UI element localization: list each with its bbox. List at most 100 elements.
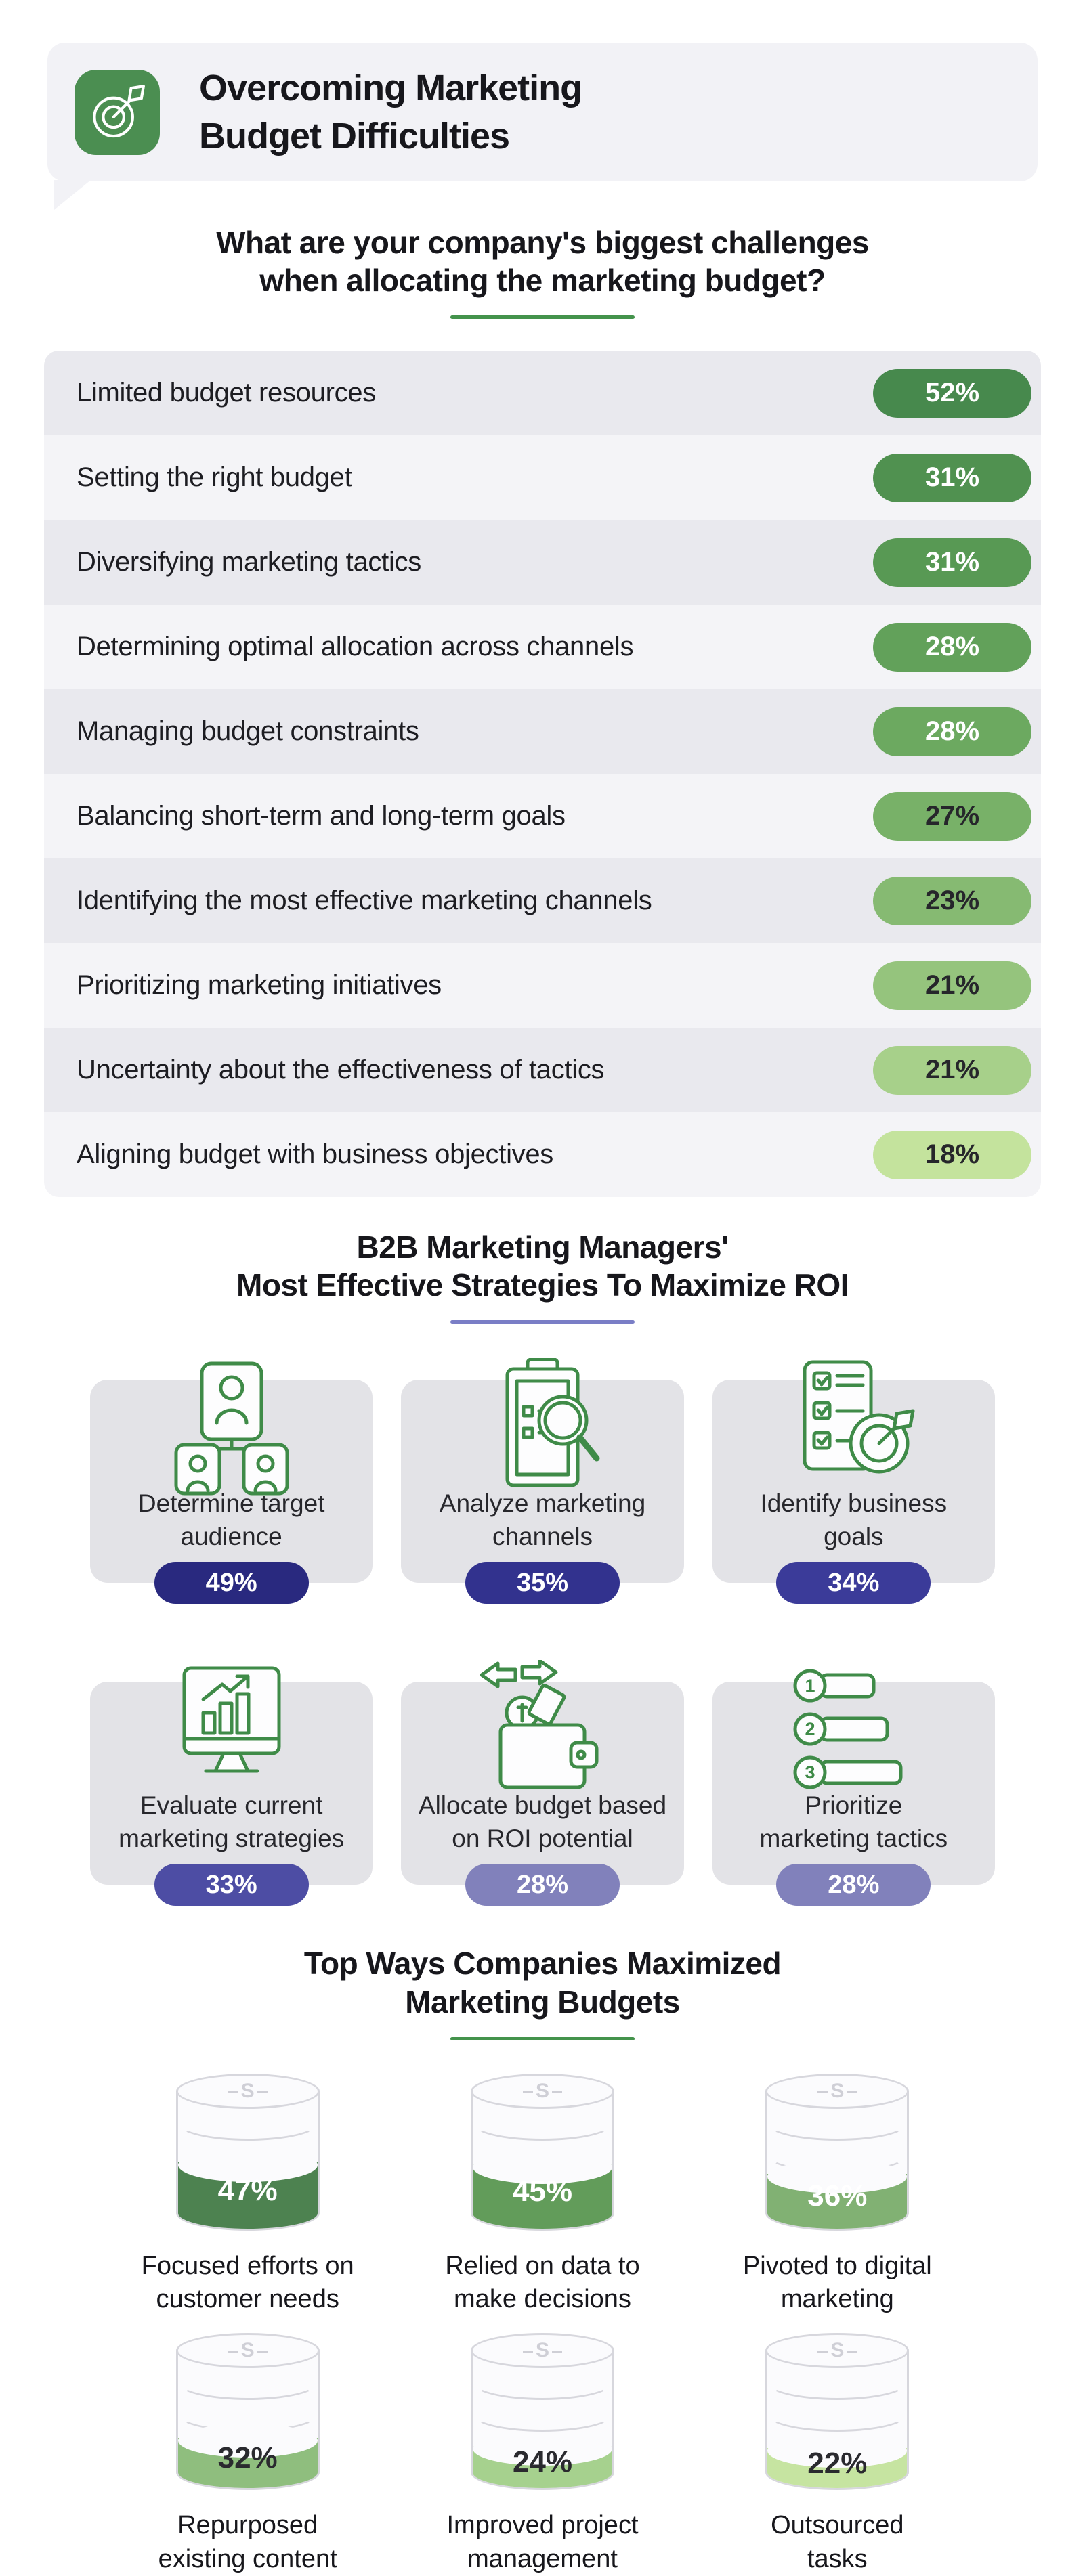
strategies-title-underline [450, 1320, 635, 1324]
target-dart-icon [75, 69, 160, 155]
strategy-value-badge: 35% [465, 1562, 620, 1604]
dollar-icon: S [765, 2333, 910, 2369]
strategies-cards-grid: Determine target audience 49% [90, 1357, 995, 1906]
cylinder-label: Relied on data to make decisions [445, 2251, 640, 2314]
budgets-title-line1: Top Ways Companies Maximized [303, 1946, 782, 1982]
budget-cylinder-unit: S 45% Relied on data to make decisions [445, 2073, 640, 2317]
challenge-row: Identifying the most effective marketing… [44, 858, 1041, 944]
strategy-label: Evaluate current marketing strategies [119, 1791, 345, 1852]
cylinder-label: Focused efforts on customer needs [141, 2251, 354, 2314]
strategy-value-badge: 34% [776, 1562, 931, 1604]
cylinder-value: 22% [807, 2446, 868, 2480]
ranking-123-icon: 1 2 3 [786, 1660, 921, 1802]
strategy-value-badge: 33% [154, 1864, 309, 1906]
wallet-money-icon [475, 1659, 610, 1802]
challenges-section-title: What are your company's biggest challeng… [0, 223, 1085, 299]
challenge-value-pill: 18% [873, 1130, 1031, 1179]
cylinder-value: 36% [807, 2179, 868, 2213]
cylinder-value: 24% [512, 2445, 573, 2479]
header-speech-bubble: Overcoming Marketing Budget Difficulties [47, 43, 1038, 210]
cylinder-label: Pivoted to digital marketing [742, 2251, 932, 2314]
checklist-target-icon [786, 1358, 921, 1500]
dollar-icon: S [175, 2073, 320, 2109]
strategy-card: Evaluate current marketing strategies 33… [90, 1666, 373, 1906]
challenge-value-pill: 21% [873, 961, 1031, 1010]
clipboard-magnifier-icon [475, 1357, 610, 1500]
challenge-label: Identifying the most effective marketing… [77, 886, 652, 916]
strategy-label: Prioritize marketing tactics [759, 1791, 948, 1852]
page-title-line1: Overcoming Marketing [199, 68, 582, 109]
challenge-label: Diversifying marketing tactics [77, 547, 421, 577]
strategy-label: Determine target audience [137, 1489, 325, 1550]
strategy-card: 1 2 3 Prioritize marketing tactics 28% [712, 1669, 995, 1906]
challenge-row: Aligning budget with business objectives… [44, 1112, 1041, 1198]
challenge-value-pill: 27% [873, 791, 1031, 841]
cylinder-label: Improved project management [446, 2511, 639, 2573]
svg-text:3: 3 [805, 1762, 815, 1783]
budgets-title-line2: Marketing Budgets [405, 1984, 680, 2020]
challenge-value-pill: 31% [873, 453, 1031, 502]
budgets-section-title: Top Ways Companies Maximized Marketing B… [0, 1944, 1085, 2020]
challenges-list: Limited budget resources 52% Setting the… [44, 351, 1041, 1198]
money-cylinder-chart: S 36% [765, 2073, 910, 2231]
challenge-row: Determining optimal allocation across ch… [44, 605, 1041, 690]
strategy-card: Identify business goals 34% [712, 1360, 995, 1604]
budget-cylinder-unit: S 24% Improved project management [446, 2333, 639, 2576]
money-cylinder-chart: S 32% [175, 2333, 320, 2491]
challenge-label: Managing budget constraints [77, 716, 419, 747]
challenge-label: Uncertainty about the effectiveness of t… [77, 1055, 605, 1085]
budget-cylinders-grid: S 47% Focused efforts on customer needs … [100, 2073, 985, 2576]
challenge-value-pill: 28% [873, 622, 1031, 672]
dollar-icon: S [470, 2333, 614, 2369]
audience-icon [164, 1358, 299, 1500]
strategy-label: Identify business goals [760, 1489, 948, 1550]
challenge-value-pill: 21% [873, 1045, 1031, 1095]
cylinder-value: 45% [512, 2175, 573, 2208]
dollar-icon: S [470, 2073, 614, 2109]
page-title-line2: Budget Difficulties [199, 115, 510, 156]
page-title: Overcoming Marketing Budget Difficulties [199, 64, 582, 159]
challenge-row: Limited budget resources 52% [44, 351, 1041, 436]
dollar-icon: S [175, 2333, 320, 2369]
cylinder-value: 47% [217, 2173, 278, 2207]
challenge-label: Prioritizing marketing initiatives [77, 970, 442, 1001]
strategy-value-badge: 28% [776, 1864, 931, 1906]
strategy-label: Analyze marketing channels [439, 1489, 646, 1550]
challenge-row: Balancing short-term and long-term goals… [44, 774, 1041, 859]
cylinder-value: 32% [217, 2441, 278, 2475]
challenge-row: Prioritizing marketing initiatives 21% [44, 943, 1041, 1028]
challenges-title-line1: What are your company's biggest challeng… [216, 225, 869, 260]
money-cylinder-chart: S 47% [175, 2073, 320, 2231]
strategy-card: Determine target audience 49% [90, 1361, 373, 1604]
challenge-row: Diversifying marketing tactics 31% [44, 520, 1041, 605]
challenge-label: Balancing short-term and long-term goals [77, 801, 566, 831]
money-cylinder-chart: S 22% [765, 2333, 910, 2491]
challenges-title-line2: when allocating the marketing budget? [259, 263, 826, 299]
strategy-value-badge: 49% [154, 1562, 309, 1604]
strategy-label: Allocate budget based on ROI potential [418, 1791, 667, 1852]
monitor-chart-icon [164, 1660, 299, 1802]
challenge-label: Aligning budget with business objectives [77, 1139, 553, 1170]
challenge-value-pill: 52% [873, 368, 1031, 418]
challenge-label: Setting the right budget [77, 462, 352, 493]
budget-cylinder-unit: S 36% Pivoted to digital marketing [742, 2073, 932, 2317]
money-cylinder-chart: S 24% [470, 2333, 614, 2491]
challenge-label: Limited budget resources [77, 378, 376, 408]
budgets-title-underline [450, 2036, 635, 2040]
challenge-row: Uncertainty about the effectiveness of t… [44, 1028, 1041, 1113]
challenge-value-pill: 23% [873, 876, 1031, 925]
svg-text:2: 2 [805, 1719, 815, 1739]
cylinder-label: Repurposed existing content [158, 2511, 337, 2573]
challenges-title-underline [450, 315, 635, 320]
dollar-icon: S [765, 2073, 910, 2109]
strategies-title-line2: Most Effective Strategies To Maximize RO… [236, 1267, 849, 1303]
budget-cylinder-unit: S 32% Repurposed existing content [158, 2333, 337, 2576]
challenge-label: Determining optimal allocation across ch… [77, 632, 634, 662]
budget-cylinder-unit: S 47% Focused efforts on customer needs [141, 2073, 354, 2317]
strategy-value-badge: 28% [465, 1864, 620, 1906]
svg-text:1: 1 [805, 1676, 815, 1696]
challenge-value-pill: 31% [873, 538, 1031, 587]
challenge-value-pill: 28% [873, 707, 1031, 756]
strategy-card: Allocate budget based on ROI potential 2… [401, 1659, 684, 1906]
